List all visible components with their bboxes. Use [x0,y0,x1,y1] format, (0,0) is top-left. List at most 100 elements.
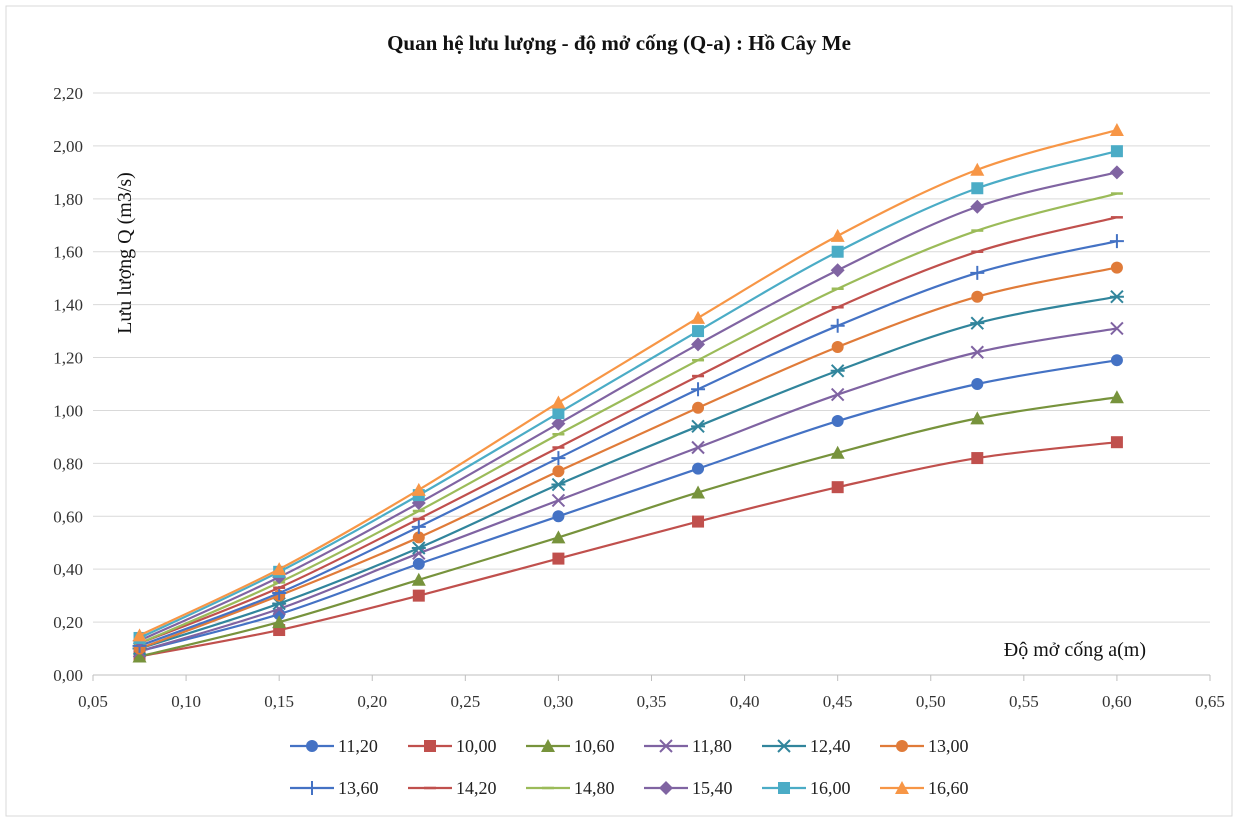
y-tick-label: 1,40 [53,296,83,315]
data-point [970,316,985,330]
legend-item: 15,40 [644,778,733,798]
data-point [971,378,984,390]
data-point [971,290,984,303]
data-point [830,263,845,278]
y-tick-label: 1,00 [53,401,83,420]
legend-marker [895,781,909,794]
series-14-80 [133,192,1123,645]
data-point [1110,261,1123,274]
data-point [691,419,706,434]
legend-item: 14,80 [526,778,615,798]
data-point [831,481,844,494]
series-layer [132,123,1124,663]
legend-item: 12,40 [762,736,851,756]
data-point [830,445,845,459]
x-tick-label: 0,55 [1009,692,1039,711]
series-line [139,128,1118,637]
y-tick-label: 0,80 [53,454,83,473]
data-point [272,562,287,576]
series-14-20 [133,216,1123,645]
legend-marker [541,739,555,752]
legend-marker [777,739,791,753]
data-point [830,228,845,242]
legend-item: 10,00 [408,736,497,756]
legend-label: 13,60 [338,778,379,798]
x-tick-label: 0,20 [357,692,387,711]
legend: 11,20 10,00 10,60 11,80 12,40 13,00 13,60 14,20… [290,736,969,798]
data-point [1110,436,1123,449]
series-11-80 [132,321,1124,658]
data-point [691,310,706,324]
chart-border [5,5,1233,817]
data-point [831,340,844,353]
legend-item: 13,00 [880,736,969,756]
legend-label: 11,80 [692,736,732,756]
legend-item: 11,80 [644,736,732,756]
x-tick-label: 0,30 [544,692,574,711]
data-point [411,519,426,534]
y-tick-label: 0,20 [53,613,83,632]
data-point [830,364,845,378]
legend-marker [424,740,436,752]
legend-item: 16,60 [880,778,969,798]
data-point [1109,234,1124,249]
y-tick-label: 0,40 [53,560,83,579]
legend-item: 16,00 [762,778,851,798]
data-point [552,465,565,478]
x-tick-label: 0,50 [916,692,946,711]
x-tick-label: 0,60 [1102,692,1132,711]
legend-label: 12,40 [810,736,851,756]
legend-label: 10,60 [574,736,615,756]
data-point [551,493,566,508]
series-line [139,192,1118,645]
data-point [551,416,566,431]
legend-marker [659,739,673,753]
data-point [970,345,984,359]
x-tick-label: 0,10 [171,692,201,711]
x-tick-label: 0,65 [1195,692,1225,711]
series-line [139,240,1118,647]
y-tick-label: 1,60 [53,243,83,262]
y-axis-title: Lưu lượng Q (m3/s) [114,172,136,334]
data-point [412,589,425,602]
x-tick-label: 0,15 [264,692,294,711]
data-point [272,615,287,629]
data-point [1109,165,1124,180]
data-point [411,541,426,555]
data-point [552,510,565,523]
data-point [692,325,705,338]
y-tick-label: 2,00 [53,137,83,156]
data-point [551,451,566,466]
data-point [692,401,705,414]
x-tick-label: 0,25 [450,692,480,711]
data-point [692,515,705,528]
series-line [139,359,1118,653]
data-point [971,452,984,465]
legend-label: 13,00 [928,736,969,756]
legend-label: 14,20 [456,778,497,798]
data-point [411,482,426,496]
legend-item: 14,20 [408,778,497,798]
data-point [551,477,566,492]
data-point [691,485,706,499]
series-13-60 [132,234,1124,653]
x-tick-label: 0,35 [637,692,667,711]
legend-marker [659,781,673,795]
x-tick-label: 0,40 [730,692,760,711]
y-tick-label: 2,20 [53,84,83,103]
y-tick-label: 0,00 [53,666,83,685]
legend-item: 13,60 [290,778,379,798]
legend-marker [778,782,790,794]
data-point [132,628,147,642]
x-tick-label: 0,45 [823,692,853,711]
series-line [139,441,1118,658]
axis-layer: 0,00 0,20 0,40 0,60 0,80 1,00 1,20 1,40 1,60 1,80… [53,84,1225,711]
data-point [691,337,706,352]
legend-item: 10,60 [526,736,615,756]
legend-marker [306,740,318,752]
series-line [139,216,1118,645]
data-point [970,411,985,425]
series-16-60 [132,123,1124,642]
data-point [411,572,426,586]
x-axis-title: Độ mở cống a(m) [1004,639,1146,661]
